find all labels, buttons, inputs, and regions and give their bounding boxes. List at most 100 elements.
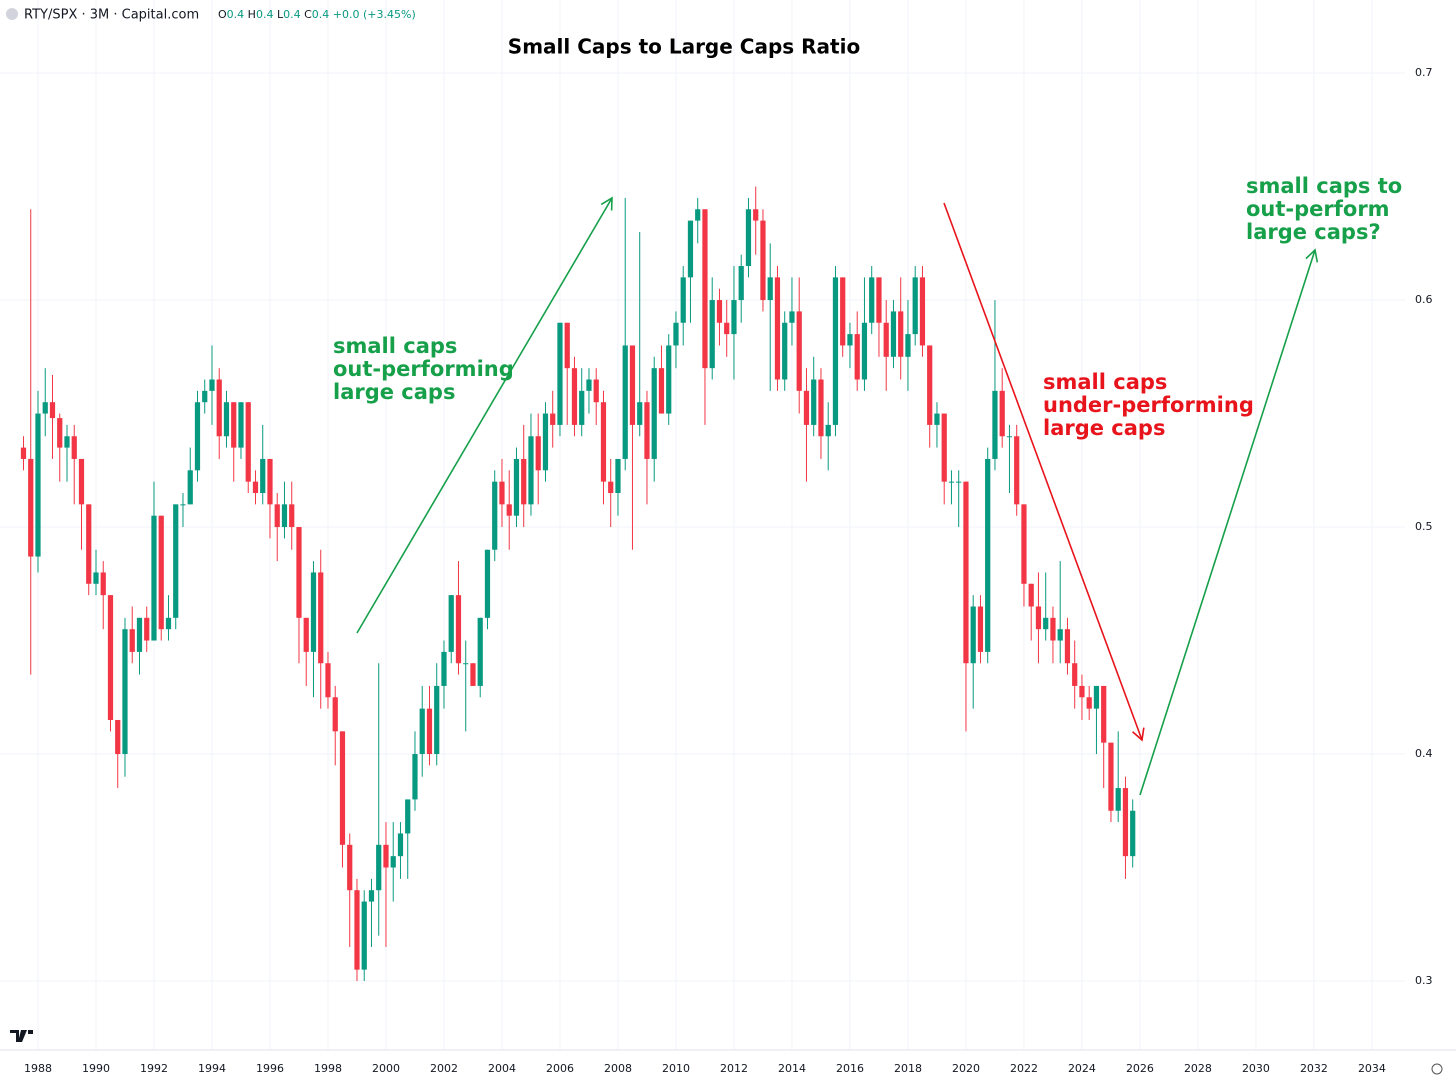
y-tick-label: 0.6 [1415,293,1433,306]
annotation-line: small caps to [1246,174,1402,198]
candle-body [86,504,92,584]
candle-body [731,300,737,335]
candle-body [811,379,817,425]
candle-body [506,504,512,516]
candle-body [448,595,454,652]
candle-body [368,890,375,902]
candle-body [1093,685,1100,709]
candle-body [354,890,360,970]
candle-body [818,379,824,437]
annotation-line: large caps [333,380,455,404]
candle-body [144,617,150,641]
y-tick-label: 0.7 [1415,66,1433,79]
candle-body [919,277,926,346]
candle-body [738,266,744,301]
candle-body [985,458,991,652]
candle-body [542,413,549,471]
candle-body [564,322,570,369]
candle-body [35,413,41,557]
candle-body [832,277,839,425]
candle-body [970,606,976,664]
candle-body [716,300,723,323]
candle-body [93,572,99,584]
ohlc-key: L [277,8,284,21]
candle-body [825,424,831,437]
candle-body [724,322,730,335]
candle-body [782,322,788,380]
settings-icon[interactable] [1431,1063,1443,1075]
annotation: small caps to out-perform large caps? [1246,174,1402,244]
candle-body [376,844,382,891]
x-tick-label: 2000 [372,1062,400,1075]
candle-body [303,617,309,652]
candle-body [796,311,802,391]
candle-body [658,368,665,414]
ohlc-readout: O0.4 H0.4 L0.4 C0.4 +0.0 (+3.45%) [218,8,416,21]
x-tick-label: 2008 [604,1062,632,1075]
candle-body [847,334,853,346]
x-tick-label: 2010 [662,1062,690,1075]
x-tick-label: 2004 [488,1062,516,1075]
candle-body [557,322,563,425]
candle-body [1130,810,1136,857]
candle-body [644,402,650,459]
x-tick-label: 1994 [198,1062,226,1075]
candle-body [332,697,338,732]
candle-body [927,345,933,425]
candle-body [405,799,411,834]
candle-body [339,731,346,845]
candle-body [223,402,230,437]
annotation: small caps under-performing large caps [1043,370,1254,440]
candle-body [1043,617,1049,630]
candle-body [934,413,940,425]
candle-body [57,418,63,448]
x-tick-label: 2030 [1242,1062,1270,1075]
candle-body [789,311,795,323]
candle-body [593,379,599,403]
candle-body [107,595,114,720]
candle-body [912,277,918,335]
candle-body [600,402,607,482]
candle-body [992,390,998,459]
candle-body [876,277,882,323]
candle-body [419,708,425,755]
x-tick-label: 1992 [140,1062,168,1075]
candle-body [1057,629,1063,641]
candle-body [999,390,1005,437]
arrow-up [356,196,613,634]
candle-body [956,481,962,483]
candle-body [941,413,947,482]
candle-body [513,458,520,516]
candle-body [963,481,969,664]
candle-body [1072,663,1078,686]
x-tick-label: 2018 [894,1062,922,1075]
candle-body [274,504,280,528]
arrow-down [943,202,1145,742]
candle-body [1028,583,1034,607]
candle-body [397,833,404,857]
candle-body [187,470,193,505]
candle-body [760,220,766,301]
candle-body [492,481,498,550]
candle-body [441,651,447,686]
candle-body [840,277,846,346]
candle-body [579,390,585,425]
candle-body [1014,436,1020,505]
annotation: small caps out-performing large caps [333,334,514,404]
candle-body [571,368,578,425]
ohlc-key: O [218,8,227,21]
candle-body [1050,617,1056,641]
candle-body [550,413,556,425]
candle-body [455,595,462,664]
candle-body [499,481,505,505]
candle-body [1079,685,1085,698]
candle-body [673,322,679,346]
candle-body [296,527,302,618]
candle-body [1086,697,1092,709]
x-tick-label: 1988 [24,1062,52,1075]
candle-body [202,390,208,403]
candle-body [1101,685,1107,743]
candle-body [158,515,164,630]
candle-body [122,629,128,755]
